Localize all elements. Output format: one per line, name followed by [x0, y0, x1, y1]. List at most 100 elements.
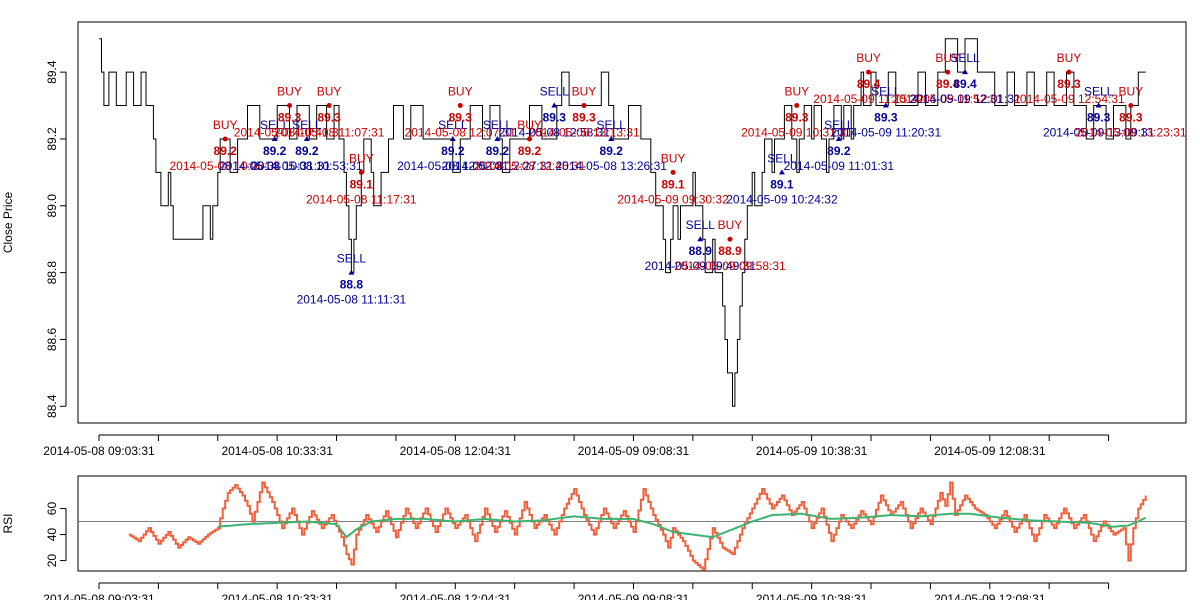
signal-type-label: BUY — [277, 85, 302, 99]
signal-time-label: 2014-05-08 13:26:31 — [555, 159, 667, 173]
signal-time-label: 2014-05-09 10:24:32 — [726, 192, 838, 206]
signal-time-label: 2014-05-08 11:07:31 — [274, 126, 385, 140]
signal-value-label: 89.3 — [1087, 111, 1111, 125]
buy-marker — [358, 169, 364, 175]
rsi-ma-series-line — [217, 512, 1147, 539]
sell-marker — [697, 236, 704, 242]
price-y-tick-label: 89.4 — [45, 60, 59, 84]
price-x-tick-label: 2014-05-09 09:08:31 — [578, 444, 690, 458]
signal-type-label: BUY — [661, 151, 686, 165]
signal-type-label: SELL — [950, 51, 980, 65]
signal-value-label: 89.3 — [317, 111, 341, 125]
signal-time-label: 2014-05-08 11:17:31 — [306, 192, 417, 206]
buy-marker — [581, 103, 587, 109]
signal-type-label: BUY — [856, 51, 881, 65]
buy-marker — [670, 169, 676, 175]
signal-value-label: 89.3 — [572, 111, 596, 125]
signal-time-label: 2014-05-09 12:54:31 — [1013, 92, 1125, 106]
buy-marker — [945, 69, 951, 75]
signal-type-label: BUY — [784, 85, 809, 99]
sell-marker — [494, 135, 501, 141]
sell-marker — [778, 169, 785, 175]
price-x-tick-label: 2014-05-09 10:38:31 — [756, 444, 868, 458]
signal-value-label: 89.3 — [785, 111, 809, 125]
signal-value-label: 89.2 — [518, 144, 542, 158]
signal-time-label: 2014-05-09 12:01:31 — [909, 92, 1021, 106]
signal-time-label: 2014-05-08 10:31:31 — [219, 159, 331, 173]
sell-marker — [303, 135, 310, 141]
signal-type-label: SELL — [337, 252, 367, 266]
signal-time-label: 2014-05-09 13:23:31 — [1075, 126, 1187, 140]
buy-marker — [1128, 103, 1134, 109]
signal-value-label: 89.3 — [1057, 77, 1081, 91]
price-x-tick-label: 2014-05-08 12:04:31 — [400, 444, 512, 458]
signal-time-label: 2014-05-08 12:58:31 — [499, 126, 611, 140]
signal-value-label: 89.4 — [857, 77, 881, 91]
signal-time-label: 2014-05-08 12:02:31 — [397, 159, 509, 173]
signal-type-label: SELL — [540, 85, 570, 99]
buy-marker — [222, 136, 228, 142]
buy-marker — [287, 103, 293, 109]
signal-type-label: SELL — [871, 85, 901, 99]
signal-value-label: 88.8 — [340, 278, 364, 292]
signal-type-label: BUY — [572, 85, 597, 99]
signal-value-label: 89.2 — [827, 144, 851, 158]
buy-marker — [326, 103, 332, 109]
signal-type-label: SELL — [824, 118, 854, 132]
rsi-x-tick-label: 2014-05-08 12:04:31 — [400, 592, 512, 600]
signal-time-label: 2014-05-09 13:09:31 — [1043, 126, 1155, 140]
signal-time-label: 2014-05-09 09:30:32 — [617, 192, 729, 206]
signal-type-label: BUY — [349, 151, 374, 165]
signal-type-label: SELL — [686, 218, 716, 232]
signal-type-label: BUY — [935, 51, 960, 65]
signal-time-label: 2014-05-08 10:53:31 — [251, 159, 363, 173]
signal-type-label: SELL — [292, 118, 322, 132]
price-y-axis-label: Close Price — [1, 192, 15, 254]
signal-value-label: 89.2 — [441, 144, 465, 158]
signal-value-label: 89.1 — [770, 177, 794, 191]
signal-value-label: 89.4 — [936, 77, 960, 91]
price-panel: Close Price 88.4 88.6 88.8 89.0 89.2 89.4 201… — [1, 21, 1187, 458]
sell-marker — [608, 135, 615, 141]
rsi-y-tick-label: 40 — [45, 528, 59, 542]
signal-type-label: BUY — [1057, 51, 1082, 65]
signal-type-label: SELL — [597, 118, 627, 132]
signal-time-label: 2014-05-09 09:58:31 — [674, 259, 786, 273]
signal-value-label: 89.2 — [600, 144, 624, 158]
sell-marker — [962, 69, 969, 75]
signal-value-label: 89.3 — [1119, 111, 1143, 125]
buy-marker — [727, 236, 733, 242]
signal-time-label: 2014-05-09 11:20:31 — [831, 126, 942, 140]
signal-type-label: BUY — [213, 118, 238, 132]
price-y-tick-label: 88.8 — [45, 261, 59, 285]
sell-marker — [835, 135, 842, 141]
signal-type-label: SELL — [438, 118, 468, 132]
sell-marker — [551, 102, 558, 108]
signal-time-label: 2014-05-08 12:45:31 — [474, 159, 586, 173]
price-x-tick-label: 2014-05-08 10:33:31 — [221, 444, 333, 458]
signal-type-label: BUY — [718, 218, 743, 232]
signal-value-label: 89.3 — [874, 111, 898, 125]
signal-time-label: 2014-05-08 13:13:31 — [528, 126, 640, 140]
price-plot-frame — [77, 21, 1187, 424]
signal-type-label: SELL — [483, 118, 513, 132]
signal-type-label: BUY — [448, 85, 473, 99]
signal-type-label: BUY — [1118, 85, 1143, 99]
signal-time-label: 2014-05-08 12:07:31 — [405, 126, 517, 140]
signal-time-label: 2014-05-08 12:27:31 — [442, 159, 554, 173]
